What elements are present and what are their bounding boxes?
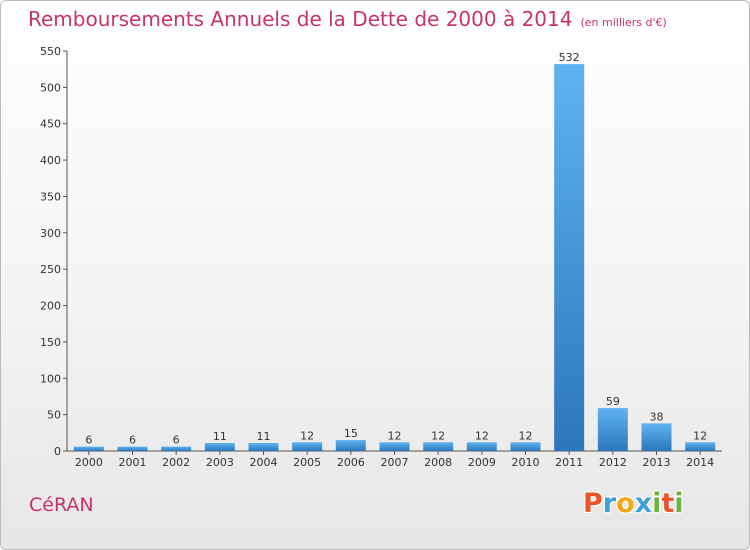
bar-value-label: 6 — [129, 434, 136, 447]
x-tick-label: 2006 — [337, 456, 365, 469]
bar-value-label: 59 — [606, 395, 620, 408]
y-tick-label: 150 — [40, 336, 61, 349]
bar — [161, 446, 192, 451]
bar — [423, 442, 454, 451]
logo-letter: x — [634, 488, 653, 519]
bar — [466, 442, 497, 451]
bar-value-label: 12 — [388, 429, 402, 442]
y-tick-label: 500 — [40, 81, 61, 94]
bar — [73, 446, 104, 451]
bar — [292, 442, 323, 451]
y-tick-label: 400 — [40, 154, 61, 167]
y-tick-label: 450 — [40, 118, 61, 131]
y-tick-label: 550 — [40, 45, 61, 58]
bar-value-label: 12 — [693, 429, 707, 442]
x-tick-label: 2003 — [206, 456, 234, 469]
bar — [379, 442, 410, 451]
bar-value-label: 532 — [559, 51, 580, 64]
bar — [641, 423, 672, 451]
x-tick-label: 2000 — [75, 456, 103, 469]
bar — [597, 408, 628, 451]
bar-value-label: 38 — [650, 410, 664, 423]
logo-letter: r — [602, 488, 617, 519]
x-tick-label: 2010 — [512, 456, 540, 469]
logo-letter: P — [583, 488, 603, 519]
bar-value-label: 12 — [300, 429, 314, 442]
y-tick-label: 100 — [40, 372, 61, 385]
bar-value-label: 11 — [213, 430, 227, 443]
bar — [335, 440, 366, 451]
bar-value-label: 11 — [257, 430, 271, 443]
x-tick-label: 2004 — [250, 456, 278, 469]
bar-value-label: 12 — [475, 429, 489, 442]
logo-letter: i — [652, 488, 662, 519]
town-name: CéRAN — [29, 494, 94, 516]
bar — [685, 442, 716, 451]
x-tick-label: 2002 — [162, 456, 190, 469]
x-tick-label: 2007 — [381, 456, 409, 469]
chart-title: Remboursements Annuels de la Dette de 20… — [28, 7, 667, 31]
bar — [117, 446, 148, 451]
bar — [510, 442, 541, 451]
y-tick-label: 50 — [47, 409, 61, 422]
y-tick-label: 350 — [40, 190, 61, 203]
bar-value-label: 15 — [344, 427, 358, 440]
logo-letter: i — [674, 488, 684, 519]
x-tick-label: 2001 — [119, 456, 147, 469]
bar-value-label: 12 — [519, 429, 533, 442]
bar — [204, 443, 235, 451]
y-tick-label: 200 — [40, 300, 61, 313]
y-tick-label: 0 — [54, 445, 61, 458]
chart-title-text: Remboursements Annuels de la Dette de 20… — [28, 7, 573, 31]
x-tick-label: 2013 — [643, 456, 671, 469]
y-tick-label: 300 — [40, 227, 61, 240]
x-tick-label: 2012 — [599, 456, 627, 469]
x-tick-label: 2005 — [293, 456, 321, 469]
bar-value-label: 12 — [431, 429, 445, 442]
proxiti-logo: Proxiti — [583, 488, 684, 519]
x-tick-label: 2011 — [555, 456, 583, 469]
bar — [554, 64, 585, 451]
bar-value-label: 6 — [173, 434, 180, 447]
bar-value-label: 6 — [85, 434, 92, 447]
x-tick-label: 2014 — [686, 456, 714, 469]
bar — [248, 443, 279, 451]
x-tick-label: 2008 — [424, 456, 452, 469]
y-tick-label: 250 — [40, 263, 61, 276]
chart-unit: (en milliers d'€) — [580, 16, 667, 29]
logo-letter: t — [661, 488, 675, 519]
logo-letter: o — [616, 488, 635, 519]
x-tick-label: 2009 — [468, 456, 496, 469]
